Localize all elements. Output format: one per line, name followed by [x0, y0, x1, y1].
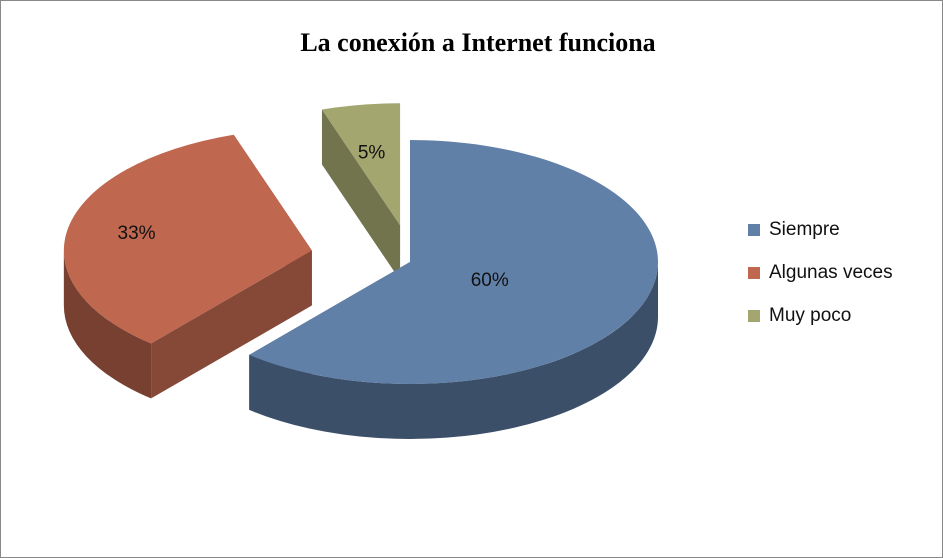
- legend-swatch: [748, 267, 760, 279]
- legend-label: Siempre: [769, 219, 840, 240]
- slice: [321, 103, 401, 226]
- data-label: 33%: [118, 223, 156, 244]
- chart-title: La conexión a Internet funciona: [300, 28, 655, 57]
- legend-label: Algunas veces: [769, 262, 893, 283]
- data-label: 5%: [358, 143, 386, 164]
- legend-swatch: [748, 224, 760, 236]
- slice-cut-face: [321, 109, 401, 281]
- data-label: 60%: [471, 270, 509, 291]
- slice-side: [249, 262, 658, 439]
- slice: [63, 134, 312, 344]
- legend-swatch: [748, 310, 760, 322]
- slice-cut-face: [151, 250, 312, 399]
- legend-label: Muy poco: [769, 305, 851, 326]
- slice: [249, 140, 659, 385]
- slice-side: [63, 250, 152, 399]
